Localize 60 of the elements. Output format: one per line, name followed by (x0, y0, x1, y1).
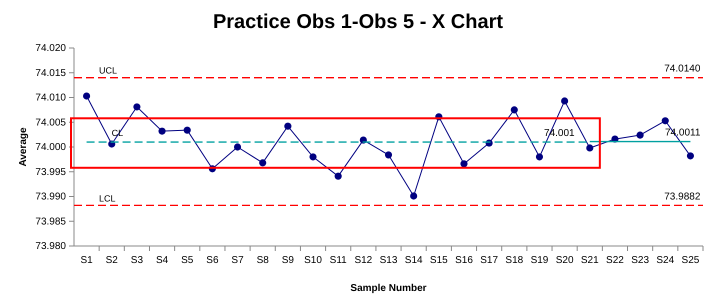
point (636, 132, 644, 139)
point (184, 126, 191, 134)
y-tick-label: 74.000 (35, 142, 66, 154)
x-tick-label: S24 (656, 255, 675, 266)
point (234, 143, 242, 151)
x-tick-label: S1 (80, 255, 94, 266)
point (410, 192, 418, 200)
point (686, 152, 694, 160)
x-tick-label: S22 (606, 255, 624, 266)
point (83, 92, 90, 100)
annotation: 74.0140 (664, 64, 701, 75)
y-axis-title: Average (18, 127, 29, 167)
x-tick-label: S8 (256, 255, 270, 266)
point (384, 151, 392, 158)
point (284, 122, 292, 130)
x-tick-label: S13 (380, 255, 398, 266)
x-tick-label: S10 (304, 255, 322, 266)
x-axis-title: Sample Number (350, 283, 427, 294)
point (460, 160, 468, 168)
y-tick-label: 74.020 (35, 43, 66, 54)
x-tick-label: S12 (354, 255, 373, 266)
y-tick-label: 73.995 (35, 166, 66, 178)
x-tick-label: S11 (330, 255, 348, 266)
x-tick-label: S3 (130, 255, 144, 266)
point (334, 172, 342, 180)
x-tick-label: S4 (156, 255, 169, 266)
ref-line-label: UCL (99, 66, 118, 76)
chart-title: Practice Obs 1-Obs 5 - X Chart (212, 11, 504, 33)
point (309, 153, 317, 160)
x-tick-label: S23 (631, 255, 650, 266)
y-tick-label: 73.990 (35, 192, 66, 203)
annotation: 73.9882 (664, 191, 701, 202)
ref-line-label: LCL (99, 193, 116, 204)
y-tick-label: 74.010 (35, 92, 66, 104)
x-tick-label: S5 (181, 255, 194, 266)
x-tick-label: S9 (282, 255, 294, 266)
y-tick-label: 74.005 (35, 117, 66, 128)
point (561, 97, 568, 105)
y-tick-label: 74.015 (35, 68, 66, 79)
point (133, 103, 140, 110)
point (510, 106, 518, 114)
x-tick-label: S16 (455, 255, 474, 266)
point (536, 153, 544, 160)
point (586, 144, 594, 152)
point (158, 128, 166, 135)
y-tick-label: 73.980 (35, 241, 66, 252)
x-tick-label: S18 (505, 255, 524, 266)
x-tick-label: S19 (530, 255, 549, 266)
point (662, 117, 669, 124)
x-tick-label: S14 (404, 255, 423, 266)
x-tick-label: S2 (106, 255, 118, 266)
x-tick-label: S25 (682, 255, 700, 266)
x-tick-label: S17 (480, 255, 498, 266)
x-tick-label: S7 (231, 255, 244, 266)
y-tick-label: 73.985 (35, 216, 66, 228)
x-tick-label: S21 (580, 255, 600, 266)
x-tick-label: S20 (556, 255, 574, 266)
x-tick-label: S6 (206, 255, 219, 266)
x-tick-label: S15 (430, 255, 448, 266)
point (259, 159, 266, 166)
